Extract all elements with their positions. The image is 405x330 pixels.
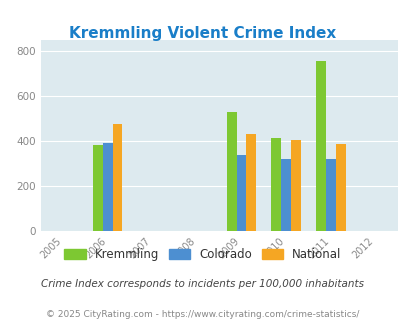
Bar bbox=[315, 61, 325, 231]
Text: © 2025 CityRating.com - https://www.cityrating.com/crime-statistics/: © 2025 CityRating.com - https://www.city… bbox=[46, 310, 359, 319]
Bar bbox=[271, 138, 281, 231]
Bar bbox=[246, 134, 256, 231]
Bar bbox=[281, 159, 290, 231]
Bar bbox=[290, 140, 300, 231]
Text: Kremmling Violent Crime Index: Kremmling Violent Crime Index bbox=[69, 26, 336, 41]
Legend: Kremmling, Colorado, National: Kremmling, Colorado, National bbox=[60, 244, 345, 266]
Bar bbox=[112, 124, 122, 231]
Bar bbox=[102, 143, 112, 231]
Bar bbox=[335, 144, 345, 231]
Text: Crime Index corresponds to incidents per 100,000 inhabitants: Crime Index corresponds to incidents per… bbox=[41, 279, 364, 289]
Bar bbox=[236, 155, 246, 231]
Bar bbox=[93, 145, 102, 231]
Bar bbox=[226, 112, 236, 231]
Bar bbox=[325, 159, 335, 231]
